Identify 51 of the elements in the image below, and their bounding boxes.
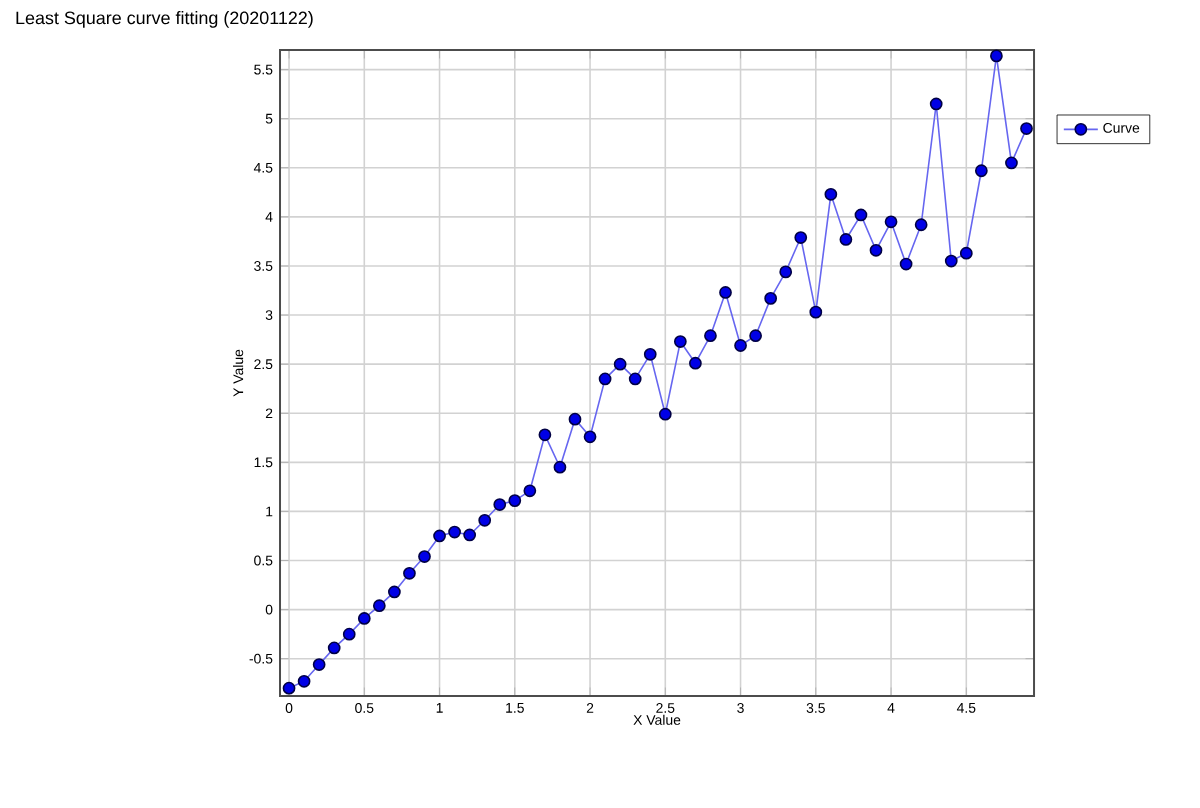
point xyxy=(538,428,552,442)
point xyxy=(794,231,808,244)
point xyxy=(899,257,913,271)
point xyxy=(673,335,687,348)
chart-title: Least Square curve fitting (20201122) xyxy=(16,11,313,28)
point xyxy=(839,233,853,246)
point xyxy=(884,215,898,229)
point xyxy=(282,681,296,695)
point xyxy=(568,412,582,426)
point xyxy=(403,566,416,580)
point xyxy=(372,599,386,613)
point xyxy=(1005,156,1018,170)
point xyxy=(824,187,838,201)
point xyxy=(388,585,401,599)
point xyxy=(523,484,537,498)
point xyxy=(327,641,341,655)
point xyxy=(869,243,883,257)
point xyxy=(990,49,1003,63)
point xyxy=(764,292,778,305)
point xyxy=(312,658,326,671)
point xyxy=(297,674,311,688)
point xyxy=(598,372,612,386)
point xyxy=(433,529,446,543)
point xyxy=(974,164,988,178)
point xyxy=(583,430,597,444)
point xyxy=(493,498,507,511)
point xyxy=(342,627,356,641)
point xyxy=(613,357,627,371)
point xyxy=(418,550,431,563)
point xyxy=(478,513,492,527)
point xyxy=(357,612,371,625)
point xyxy=(643,347,657,361)
point xyxy=(719,286,732,299)
point xyxy=(658,407,672,421)
point xyxy=(463,528,477,542)
point xyxy=(689,356,702,370)
point xyxy=(914,218,928,232)
point xyxy=(959,246,973,260)
point xyxy=(734,339,747,352)
point xyxy=(809,305,823,319)
point xyxy=(929,97,943,111)
point xyxy=(508,494,522,507)
point xyxy=(749,329,762,343)
point xyxy=(779,265,793,279)
point xyxy=(1020,122,1033,135)
point xyxy=(704,329,717,343)
point xyxy=(553,460,567,474)
point xyxy=(448,525,461,539)
point xyxy=(944,254,958,268)
point xyxy=(628,372,642,386)
point xyxy=(854,208,868,222)
